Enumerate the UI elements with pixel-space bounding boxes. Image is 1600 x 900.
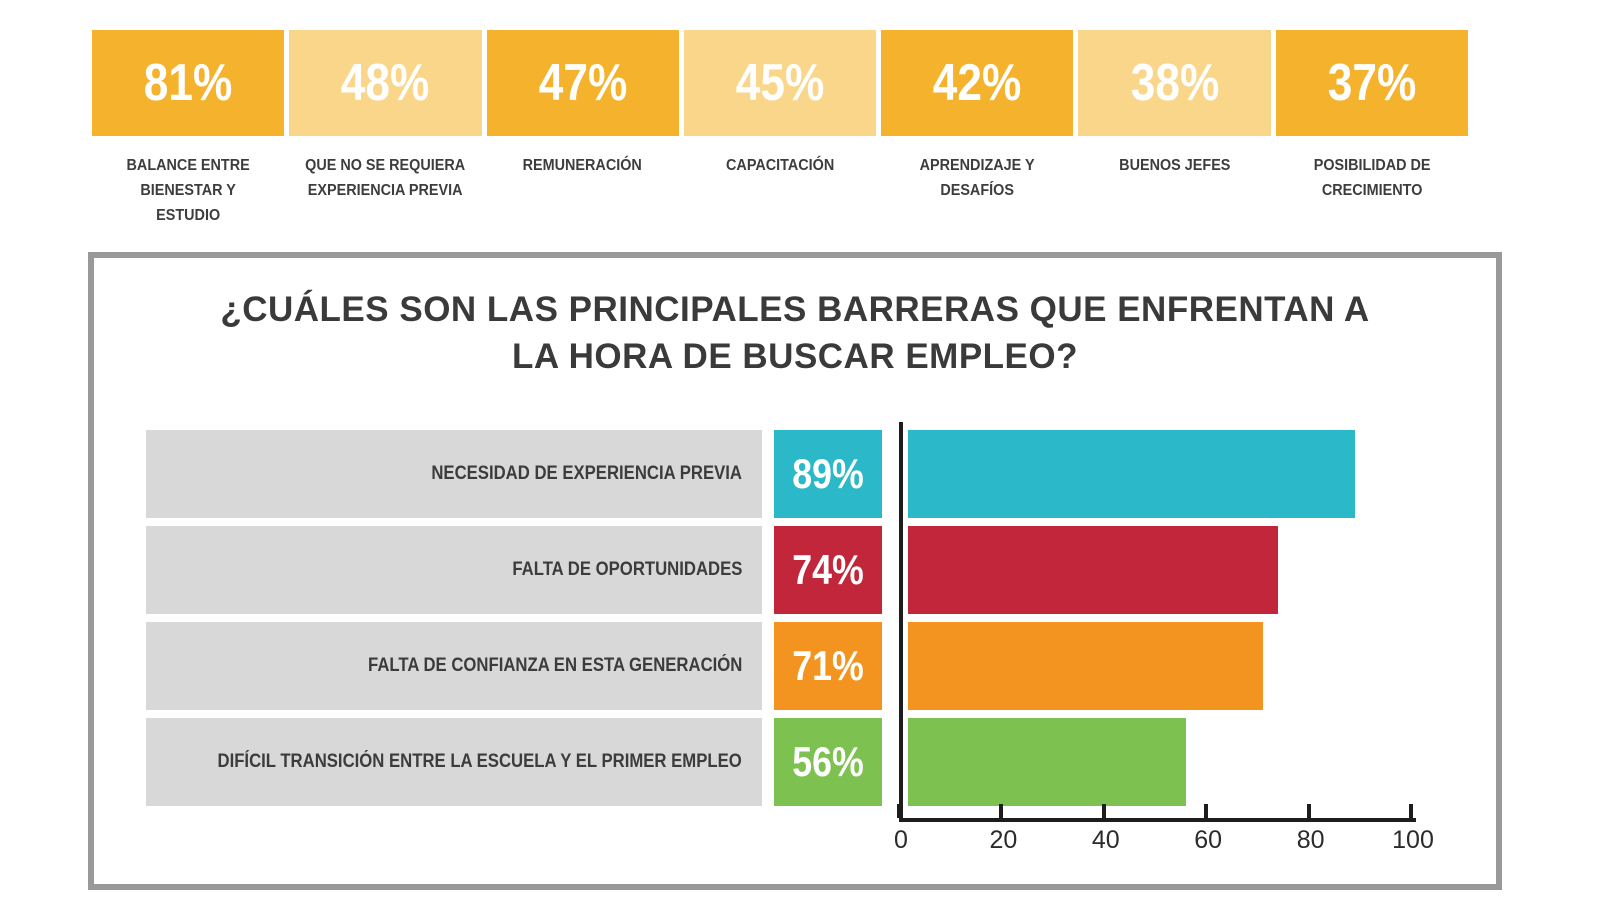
stat-label-text: BUENOS JEFES: [1118, 157, 1231, 174]
stat-value: 42%: [933, 54, 1022, 112]
x-axis-tick-label: 40: [1091, 826, 1120, 854]
x-axis-tick-label: 60: [1194, 826, 1223, 854]
x-axis-line: [899, 818, 1416, 822]
value-label: 89%: [792, 450, 864, 497]
category-label: NECESIDAD DE EXPERIENCIA PREVIA: [431, 463, 742, 484]
chart-title: ¿CUÁLES SON LAS PRINCIPALES BARRERAS QUE…: [220, 290, 1370, 377]
category-box: NECESIDAD DE EXPERIENCIA PREVIA: [146, 430, 762, 518]
y-axis-line: [899, 422, 903, 822]
stat-value: 48%: [341, 54, 430, 112]
stat-cell-2: 47% REMUNERACIÓN: [486, 30, 679, 228]
x-axis-tick-label: 20: [989, 826, 1018, 854]
stat-value-box: 45%: [683, 30, 877, 136]
stat-value-box: 38%: [1078, 30, 1271, 136]
bar: [908, 718, 1186, 806]
x-axis-tick-label: 80: [1296, 826, 1325, 854]
x-axis-tick-label: 100: [1392, 826, 1434, 854]
stat-label: APRENDIZAJE Y DESAFÍOS: [881, 154, 1073, 204]
stat-cell-3: 45% CAPACITACIÓN: [683, 30, 877, 228]
value-label: 56%: [792, 738, 864, 785]
stat-label: BALANCE ENTRE BIENESTAR Y ESTUDIO: [92, 154, 284, 228]
stat-value-box: 81%: [92, 30, 285, 136]
stat-cell-6: 37% POSIBILIDAD DE CRECIMIENTO: [1275, 30, 1468, 228]
stat-label: POSIBILIDAD DE CRECIMIENTO: [1276, 154, 1468, 204]
x-axis-tick-label: 0: [894, 826, 908, 854]
stat-cell-5: 38% BUENOS JEFES: [1078, 30, 1271, 228]
value-label-box: 56%: [774, 718, 882, 806]
stat-value: 45%: [735, 54, 825, 112]
bar: [908, 622, 1263, 710]
stat-label: QUE NO SE REQUIERA EXPERIENCIA PREVIA: [289, 154, 481, 204]
bar: [908, 526, 1278, 614]
x-axis-tick: [1306, 804, 1311, 818]
stat-value-box: 48%: [289, 30, 482, 136]
stat-label-text: POSIBILIDAD DE CRECIMIENTO: [1313, 157, 1431, 199]
stat-value: 38%: [1130, 54, 1219, 112]
barriers-chart-panel: ¿CUÁLES SON LAS PRINCIPALES BARRERAS QUE…: [88, 252, 1502, 890]
stat-label-text: BALANCE ENTRE BIENESTAR Y ESTUDIO: [126, 157, 250, 224]
category-label: FALTA DE OPORTUNIDADES: [511, 559, 742, 580]
bar: [908, 430, 1355, 518]
stat-label-text: APRENDIZAJE Y DESAFÍOS: [919, 157, 1035, 199]
stat-label-text: CAPACITACIÓN: [725, 157, 835, 174]
x-axis-tick: [1409, 804, 1413, 818]
stat-cell-0: 81% BALANCE ENTRE BIENESTAR Y ESTUDIO: [92, 30, 285, 228]
value-label-box: 71%: [774, 622, 882, 710]
value-label-box: 74%: [774, 526, 882, 614]
x-axis-tick: [999, 804, 1004, 818]
value-label: 71%: [792, 642, 864, 689]
stat-value: 47%: [538, 54, 627, 112]
top-stats-row: 81% BALANCE ENTRE BIENESTAR Y ESTUDIO 48% Q…: [92, 30, 1468, 228]
value-label-box: 89%: [774, 430, 882, 518]
x-axis-tick: [1101, 804, 1106, 818]
stat-label: CAPACITACIÓN: [684, 154, 876, 179]
x-axis-tick: [1204, 804, 1209, 818]
category-box: FALTA DE OPORTUNIDADES: [146, 526, 762, 614]
value-label: 74%: [792, 546, 864, 593]
stat-label-text: REMUNERACIÓN: [523, 157, 643, 174]
stat-label-text: QUE NO SE REQUIERA EXPERIENCIA PREVIA: [305, 157, 466, 199]
x-axis-tick: [897, 804, 901, 818]
category-label: FALTA DE CONFIANZA EN ESTA GENERACIÓN: [367, 655, 742, 676]
stat-cell-1: 48% QUE NO SE REQUIERA EXPERIENCIA PREVIA: [289, 30, 482, 228]
category-box: DIFÍCIL TRANSICIÓN ENTRE LA ESCUELA Y EL…: [146, 718, 762, 806]
stat-value: 81%: [143, 54, 233, 112]
stat-value-box: 42%: [881, 30, 1074, 136]
category-label: DIFÍCIL TRANSICIÓN ENTRE LA ESCUELA Y EL…: [217, 751, 742, 772]
stat-cell-4: 42% APRENDIZAJE Y DESAFÍOS: [881, 30, 1074, 228]
stat-label: BUENOS JEFES: [1078, 154, 1270, 179]
stat-value: 37%: [1327, 54, 1417, 112]
stat-value-box: 37%: [1275, 30, 1468, 136]
stat-value-box: 47%: [486, 30, 679, 136]
stat-label: REMUNERACIÓN: [487, 154, 679, 179]
category-box: FALTA DE CONFIANZA EN ESTA GENERACIÓN: [146, 622, 762, 710]
